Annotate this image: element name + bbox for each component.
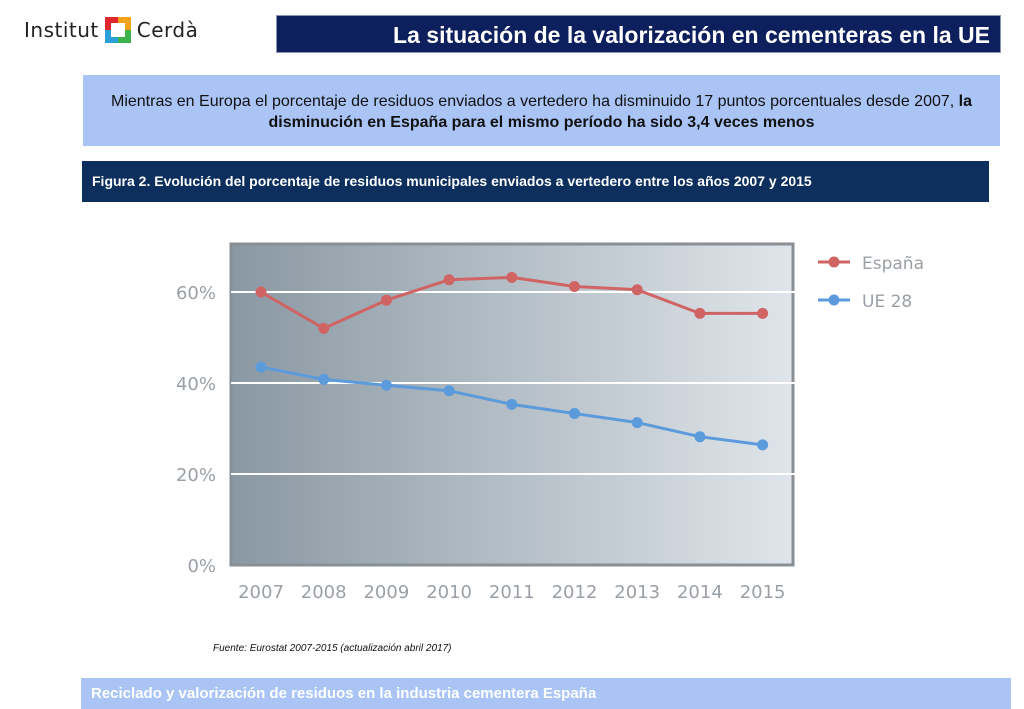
x-tick-label: 2015: [740, 582, 786, 603]
legend-entry: UE 28: [818, 292, 912, 312]
legend-label: UE 28: [862, 292, 912, 312]
series-espana: [255, 271, 769, 334]
figure-caption: Figura 2. Evolución del porcentaje de re…: [82, 161, 989, 202]
y-tick-label: 0%: [187, 556, 216, 577]
logo-text-left: Institut: [24, 18, 99, 42]
data-point: [255, 361, 267, 373]
chart-source: Fuente: Eurostat 2007-2015 (actualizació…: [213, 643, 452, 654]
summary-text: Mientras en Europa el porcentaje de resi…: [110, 93, 959, 110]
landfill-line-chart: 0% 20% 40% 60% 2007 2008 2009 2010 2011 2012 2013…: [176, 242, 924, 603]
footer-title: Reciclado y valorización de residuos en …: [81, 678, 1011, 709]
data-point: [380, 294, 392, 306]
data-point: [694, 307, 706, 319]
data-point: [694, 431, 706, 443]
x-tick-label: 2011: [489, 582, 535, 603]
x-tick-label: 2012: [552, 582, 598, 603]
x-tick-label: 2010: [426, 582, 472, 603]
institut-cerda-logo: Institut Cerdà: [24, 14, 198, 46]
data-point: [506, 271, 518, 283]
legend-marker: [828, 256, 840, 268]
x-tick-label: 2007: [238, 582, 284, 603]
data-point: [318, 373, 330, 385]
x-tick-label: 2009: [363, 582, 409, 603]
logo-text-right: Cerdà: [136, 18, 199, 42]
data-point: [631, 417, 643, 429]
x-tick-label: 2014: [677, 582, 723, 603]
page-title: La situación de la valorización en cemen…: [276, 15, 1001, 53]
y-tick-label: 20%: [176, 465, 216, 486]
data-point: [757, 439, 769, 451]
series-ue28: [255, 361, 769, 451]
data-point: [255, 286, 267, 298]
data-point: [757, 307, 769, 319]
data-point: [380, 379, 392, 391]
legend-label: España: [862, 254, 924, 274]
data-point: [506, 398, 518, 410]
y-tick-label: 60%: [176, 283, 216, 304]
data-point: [318, 322, 330, 334]
data-point: [631, 284, 643, 296]
data-point: [569, 407, 580, 419]
data-point: [443, 385, 455, 397]
data-point: [569, 281, 580, 293]
legend-marker: [828, 294, 840, 306]
logo-mark-icon: [104, 17, 131, 43]
x-tick-label: 2013: [614, 582, 660, 603]
legend-entry: España: [818, 254, 924, 274]
y-tick-label: 40%: [176, 374, 216, 395]
summary-box: Mientras en Europa el porcentaje de resi…: [83, 75, 1000, 146]
x-tick-label: 2008: [301, 582, 347, 603]
data-point: [443, 274, 455, 286]
summary-highlight: la disminución en España para el mismo p…: [268, 93, 972, 131]
